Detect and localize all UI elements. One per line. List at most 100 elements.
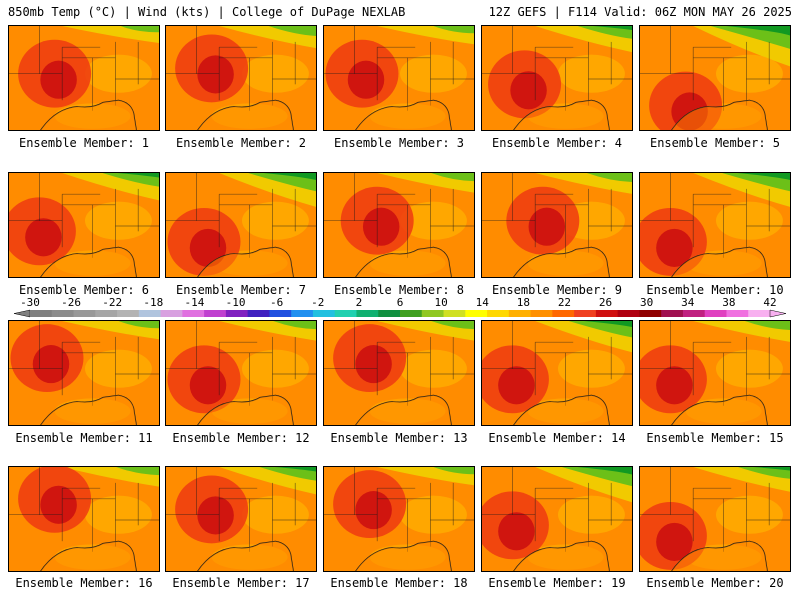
member-label: Ensemble Member: 13 bbox=[330, 431, 468, 445]
colorbar-swatch bbox=[508, 310, 531, 317]
colorbar-tick-label: 6 bbox=[397, 296, 404, 309]
temperature-map bbox=[324, 26, 474, 130]
member-label: Ensemble Member: 17 bbox=[172, 576, 310, 590]
temperature-map bbox=[640, 173, 790, 277]
colorbar-swatch bbox=[51, 310, 74, 317]
temperature-map bbox=[324, 467, 474, 571]
ensemble-member-map bbox=[8, 320, 160, 426]
colorbar-swatch bbox=[95, 310, 118, 317]
temperature-colorbar: -30 -26 -22 -18 -14 -10 -6 -2 2 6 10 14 18 22 26 30 34 38… bbox=[13, 296, 787, 318]
member-label: Ensemble Member: 20 bbox=[646, 576, 784, 590]
colorbar-swatch bbox=[312, 310, 336, 317]
temperature-map bbox=[324, 173, 474, 277]
colorbar-tick-label: -22 bbox=[102, 296, 122, 309]
temperature-map bbox=[640, 467, 790, 571]
ensemble-member-map bbox=[639, 466, 791, 572]
member-label: Ensemble Member: 2 bbox=[175, 136, 307, 150]
ensemble-member-map bbox=[165, 466, 317, 572]
colorbar-swatch bbox=[247, 310, 270, 317]
member-label: Ensemble Member: 16 bbox=[15, 576, 153, 590]
colorbar-tick-label: 14 bbox=[476, 296, 490, 309]
colorbar-swatch bbox=[465, 310, 488, 317]
colorbar-swatch bbox=[30, 310, 53, 317]
colorbar-swatch bbox=[726, 310, 749, 317]
colorbar-tick-label: 10 bbox=[434, 296, 447, 309]
member-label: Ensemble Member: 9 bbox=[491, 283, 623, 297]
ensemble-member-map bbox=[639, 320, 791, 426]
colorbar-swatch bbox=[73, 310, 96, 317]
chart-title: 850mb Temp (°C) | Wind (kts) | College o… bbox=[8, 5, 406, 19]
ensemble-member-map bbox=[323, 172, 475, 278]
ensemble-member-map bbox=[323, 466, 475, 572]
ensemble-member-map bbox=[323, 25, 475, 131]
member-label: Ensemble Member: 14 bbox=[488, 431, 626, 445]
colorbar-tick-label: -18 bbox=[143, 296, 163, 309]
colorbar-swatch bbox=[639, 310, 662, 317]
colorbar-swatch bbox=[138, 310, 161, 317]
member-label: Ensemble Member: 12 bbox=[172, 431, 310, 445]
temperature-map bbox=[640, 321, 790, 425]
ensemble-member-map bbox=[8, 25, 160, 131]
member-label: Ensemble Member: 19 bbox=[488, 576, 626, 590]
colorbar-swatch bbox=[117, 310, 140, 317]
colorbar-tick-label: -2 bbox=[311, 296, 324, 309]
ensemble-member-map bbox=[165, 25, 317, 131]
temperature-map bbox=[166, 467, 316, 571]
ensemble-member-map bbox=[323, 320, 475, 426]
run-valid-time: 12Z GEFS | F114 Valid: 06Z MON MAY 26 20… bbox=[488, 5, 792, 19]
colorbar-tick-label: -30 bbox=[20, 296, 40, 309]
colorbar-swatch bbox=[378, 310, 401, 317]
ensemble-member-map bbox=[481, 172, 633, 278]
temperature-map bbox=[166, 321, 316, 425]
colorbar-tick-label: 2 bbox=[356, 296, 363, 309]
colorbar-tick-label: 30 bbox=[640, 296, 653, 309]
member-label: Ensemble Member: 18 bbox=[330, 576, 468, 590]
colorbar-swatch bbox=[225, 310, 249, 317]
colorbar-swatch bbox=[661, 310, 684, 317]
colorbar-tick-label: 26 bbox=[599, 296, 612, 309]
colorbar-swatch bbox=[574, 310, 597, 317]
colorbar-tick-label: 38 bbox=[722, 296, 735, 309]
colorbar-swatch bbox=[400, 310, 423, 317]
member-label: Ensemble Member: 4 bbox=[491, 136, 623, 150]
colorbar-tick-label: 42 bbox=[763, 296, 776, 309]
colorbar-swatch bbox=[748, 310, 771, 317]
ensemble-member-map bbox=[639, 25, 791, 131]
temperature-map bbox=[9, 321, 159, 425]
colorbar-tick-label: 22 bbox=[558, 296, 571, 309]
colorbar-left-arrow bbox=[13, 309, 31, 318]
colorbar-tick-label: -26 bbox=[61, 296, 81, 309]
ensemble-member-map bbox=[8, 172, 160, 278]
colorbar-swatch bbox=[269, 310, 292, 317]
temperature-map bbox=[9, 467, 159, 571]
colorbar-swatch bbox=[421, 310, 444, 317]
colorbar-swatch bbox=[552, 310, 575, 317]
member-label: Ensemble Member: 15 bbox=[646, 431, 784, 445]
ensemble-member-map bbox=[639, 172, 791, 278]
temperature-map bbox=[640, 26, 790, 130]
colorbar-tick-label: -10 bbox=[226, 296, 246, 309]
colorbar-swatch bbox=[682, 310, 706, 317]
ensemble-member-map bbox=[481, 25, 633, 131]
temperature-map bbox=[482, 321, 632, 425]
colorbar-swatch bbox=[443, 310, 466, 317]
colorbar-swatch bbox=[487, 310, 510, 317]
temperature-map bbox=[9, 26, 159, 130]
colorbar-swatch bbox=[204, 310, 227, 317]
colorbar-right-arrow bbox=[769, 309, 787, 318]
temperature-map bbox=[482, 26, 632, 130]
colorbar-swatch bbox=[356, 310, 379, 317]
ensemble-member-map bbox=[165, 320, 317, 426]
member-label: Ensemble Member: 1 bbox=[18, 136, 150, 150]
colorbar-swatch bbox=[291, 310, 314, 317]
ensemble-member-map bbox=[8, 466, 160, 572]
temperature-map bbox=[482, 467, 632, 571]
temperature-map bbox=[166, 26, 316, 130]
colorbar-swatch bbox=[617, 310, 640, 317]
colorbar-tick-label: 34 bbox=[681, 296, 695, 309]
temperature-map bbox=[324, 321, 474, 425]
ensemble-member-map bbox=[165, 172, 317, 278]
colorbar-swatch bbox=[160, 310, 183, 317]
colorbar-swatch bbox=[182, 310, 205, 317]
member-label: Ensemble Member: 8 bbox=[333, 283, 465, 297]
